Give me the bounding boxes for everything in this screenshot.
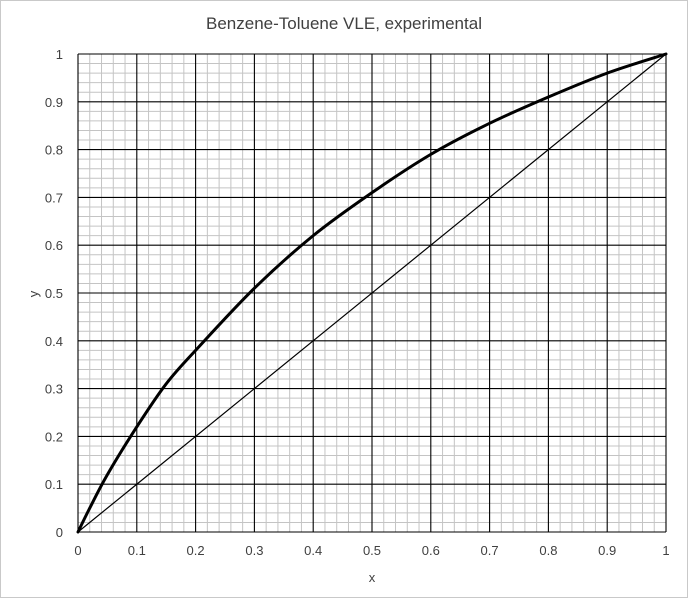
x-tick-label: 0.8: [539, 543, 557, 558]
equilibrium-curve-line: [76, 52, 668, 534]
y-tick-label: 0.2: [45, 429, 63, 444]
series-layer: [76, 52, 668, 534]
chart-title: Benzene-Toluene VLE, experimental: [206, 14, 482, 33]
y-tick-label: 0.5: [45, 286, 63, 301]
x-tick-label: 0.1: [128, 543, 146, 558]
x-tick-label: 0.7: [481, 543, 499, 558]
x-tick-label: 0.4: [304, 543, 322, 558]
x-tick-labels: 0 0.1 0.2 0.3 0.4 0.5 0.6 0.7 0.8 0.9 1: [74, 543, 669, 558]
x-tick-label: 0.3: [245, 543, 263, 558]
y-tick-label: 0.1: [45, 477, 63, 492]
x-tick-label: 0.2: [187, 543, 205, 558]
y-tick-label: 0.3: [45, 382, 63, 397]
x-axis-label: x: [369, 570, 376, 585]
x-tick-label: 1: [662, 543, 669, 558]
y-tick-label: 0.4: [45, 334, 63, 349]
x-tick-label: 0.5: [363, 543, 381, 558]
y-axis-label: y: [26, 290, 41, 297]
x-tick-label: 0: [74, 543, 81, 558]
y-tick-labels: 0 0.1 0.2 0.3 0.4 0.5 0.6 0.7 0.8 0.9 1: [45, 47, 63, 540]
diagonal-reference-line: [77, 53, 667, 533]
y-tick-label: 0.7: [45, 190, 63, 205]
y-tick-label: 0.9: [45, 95, 63, 110]
y-tick-label: 0: [56, 525, 63, 540]
y-tick-label: 0.6: [45, 238, 63, 253]
y-tick-label: 0.8: [45, 143, 63, 158]
x-tick-label: 0.6: [422, 543, 440, 558]
x-tick-label: 0.9: [598, 543, 616, 558]
y-tick-label: 1: [56, 47, 63, 62]
